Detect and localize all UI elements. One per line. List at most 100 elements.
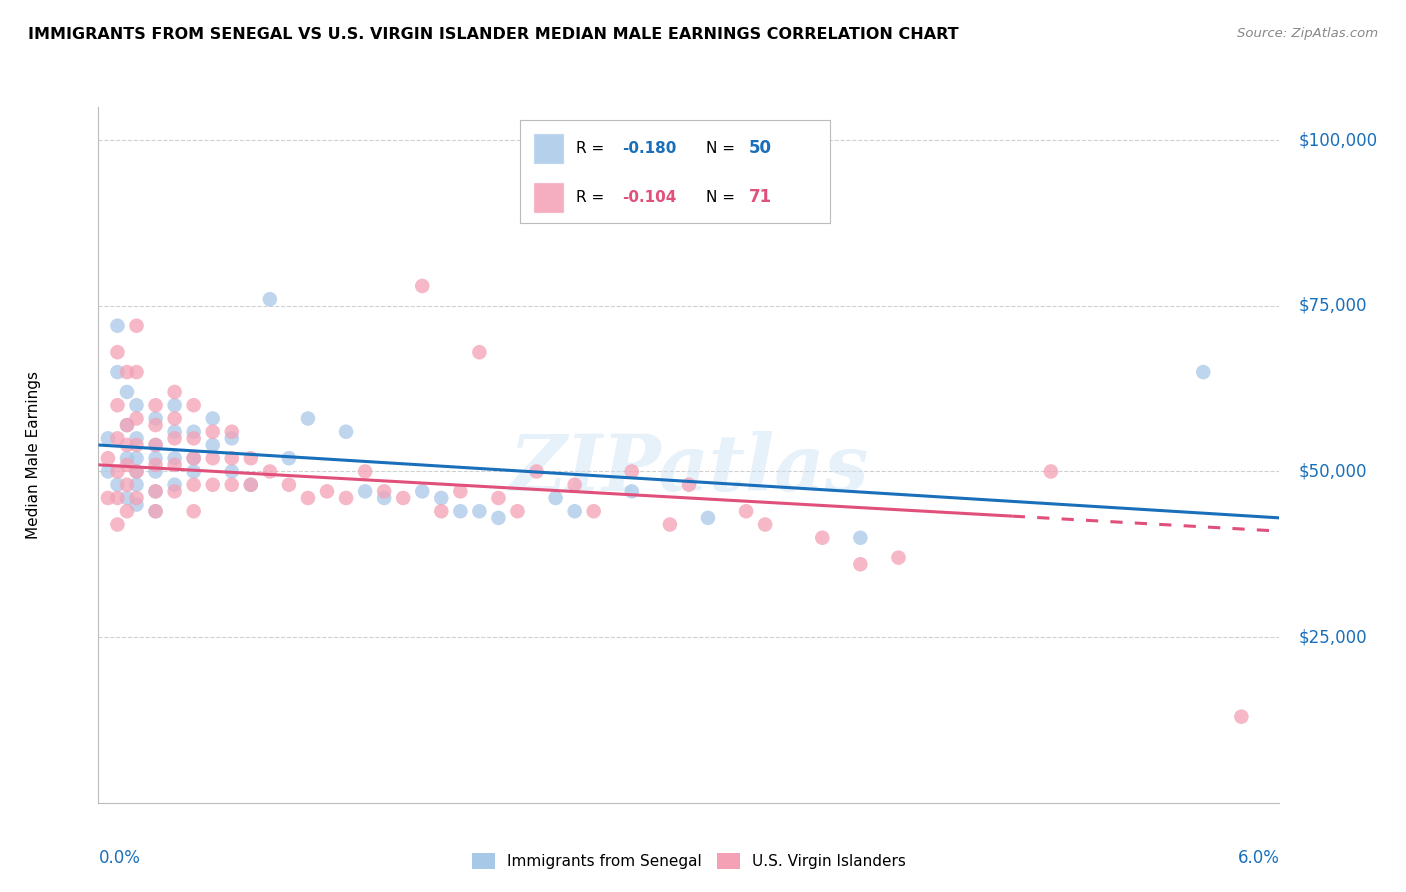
Point [107,398,129,412]
Point [183,465,205,479]
Point [1192,365,1215,379]
Point [564,504,586,518]
Point [259,465,281,479]
Point [658,517,681,532]
FancyBboxPatch shape [533,182,564,212]
Point [201,438,224,452]
Point [277,477,299,491]
Point [221,431,243,445]
Point [488,491,510,505]
Point [201,411,224,425]
Point [125,465,148,479]
Point [115,458,138,472]
Point [163,484,186,499]
Point [488,511,510,525]
Text: N =: N = [706,190,740,205]
Point [125,498,148,512]
Point [145,484,167,499]
Point [145,458,167,472]
Point [125,411,148,425]
Point [145,438,167,452]
Point [115,491,138,505]
Text: Median Male Earnings: Median Male Earnings [25,371,41,539]
Point [145,504,167,518]
Point [163,458,186,472]
Text: 6.0%: 6.0% [1237,849,1279,867]
Point [183,431,205,445]
Point [849,558,872,572]
Point [221,425,243,439]
Point [145,398,167,412]
Text: $25,000: $25,000 [1299,628,1367,646]
Text: $100,000: $100,000 [1299,131,1378,149]
Point [1230,709,1253,723]
Point [678,477,700,491]
Point [335,491,357,505]
Point [811,531,834,545]
Point [145,411,167,425]
Point [107,477,129,491]
Point [239,477,262,491]
Point [163,477,186,491]
Point [354,484,377,499]
Point [107,345,129,359]
Point [163,431,186,445]
Point [201,425,224,439]
Point [430,504,453,518]
Point [468,504,491,518]
Point [107,465,129,479]
Point [145,465,167,479]
Point [735,504,758,518]
Point [125,451,148,466]
Point [373,491,395,505]
Point [115,418,138,433]
Point [163,451,186,466]
Point [582,504,605,518]
Point [544,491,567,505]
Point [335,425,357,439]
Point [239,451,262,466]
Point [115,384,138,399]
Point [115,365,138,379]
Point [849,531,872,545]
Text: -0.180: -0.180 [623,141,676,155]
Point [107,517,129,532]
Text: Source: ZipAtlas.com: Source: ZipAtlas.com [1237,27,1378,40]
Point [163,398,186,412]
Point [392,491,415,505]
Point [125,398,148,412]
Point [316,484,339,499]
Point [115,418,138,433]
Point [125,365,148,379]
Point [297,411,319,425]
Point [145,484,167,499]
Point [163,384,186,399]
Text: -0.104: -0.104 [623,190,676,205]
Point [1039,465,1062,479]
Point [239,477,262,491]
Text: N =: N = [706,141,740,155]
Point [125,491,148,505]
Text: ZIPatlas: ZIPatlas [509,431,869,507]
Point [411,484,433,499]
Point [145,451,167,466]
Point [506,504,529,518]
Point [201,477,224,491]
Text: R =: R = [576,141,609,155]
Point [107,318,129,333]
Point [107,491,129,505]
Point [564,477,586,491]
Point [449,504,471,518]
Text: 0.0%: 0.0% [98,849,141,867]
Point [754,517,776,532]
Point [125,318,148,333]
Point [373,484,395,499]
Text: 71: 71 [749,188,772,206]
Text: $50,000: $50,000 [1299,462,1367,481]
Point [620,484,643,499]
Point [115,451,138,466]
Point [697,511,720,525]
Text: IMMIGRANTS FROM SENEGAL VS U.S. VIRGIN ISLANDER MEDIAN MALE EARNINGS CORRELATION: IMMIGRANTS FROM SENEGAL VS U.S. VIRGIN I… [28,27,959,42]
Point [449,484,471,499]
Point [183,477,205,491]
